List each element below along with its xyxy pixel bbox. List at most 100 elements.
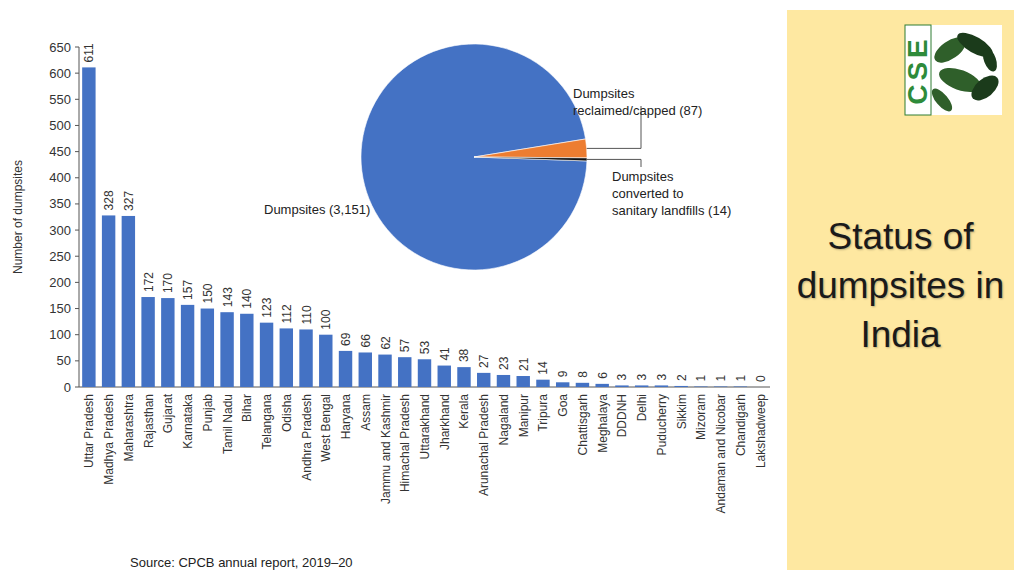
- pie-slice: [474, 157, 587, 161]
- title: Status of dumpsites in India: [787, 212, 1014, 359]
- data-label: 6: [596, 372, 610, 379]
- y-tick: [75, 125, 79, 126]
- pie-label: Dumpsitesconverted tosanitary landfills …: [612, 169, 731, 218]
- data-label: 1: [694, 374, 708, 381]
- x-tick-label: Jharkhand: [438, 394, 452, 450]
- y-tick: [75, 308, 79, 309]
- source: Source: CPCB annual report, 2019–20: [130, 555, 353, 570]
- y-tick-label: 350: [49, 196, 71, 211]
- bar: [378, 355, 391, 387]
- bar: [398, 357, 411, 387]
- x-tick-label: Andhra Pradesh: [300, 394, 314, 481]
- x-tick-label: Bihar: [240, 394, 254, 422]
- y-tick-label: 50: [57, 353, 71, 368]
- data-label: 328: [102, 190, 116, 210]
- data-label: 123: [260, 297, 274, 317]
- bar: [161, 298, 174, 387]
- data-label: 172: [142, 272, 156, 292]
- data-label: 0: [754, 375, 768, 382]
- pie: [361, 44, 587, 270]
- bar: [240, 314, 253, 387]
- x-tick-label: Andaman and Nicobar: [714, 394, 728, 513]
- x-tick-label: Madhya Pradesh: [102, 394, 116, 485]
- pie-label: Dumpsites reclaimed/capped (87): [573, 86, 702, 118]
- y-tick: [75, 282, 79, 283]
- y-tick-label: 550: [49, 92, 71, 107]
- x-tick-label: Assam: [359, 394, 373, 431]
- bar: [556, 382, 569, 387]
- y-tick-label: 600: [49, 66, 71, 81]
- data-label: 157: [181, 280, 195, 300]
- x-tick-label: Maharashtra: [122, 394, 136, 462]
- x-tick-label: DDDNH: [615, 394, 629, 437]
- y-tick-label: 650: [49, 40, 71, 55]
- bar: [280, 328, 293, 387]
- pie-label: Dumpsites (3,151): [264, 202, 370, 217]
- data-label: 140: [240, 288, 254, 308]
- y-tick-label: 450: [49, 144, 71, 159]
- data-label: 21: [517, 357, 531, 371]
- bar: [753, 387, 766, 388]
- data-label: 23: [497, 356, 511, 370]
- x-tick-label: Chattisgarh: [576, 394, 590, 455]
- bar: [82, 67, 95, 387]
- bar: [201, 309, 214, 387]
- y-tick-label: 200: [49, 275, 71, 290]
- y-tick-label: 250: [49, 249, 71, 264]
- bar: [260, 323, 273, 387]
- pie-label-line: Dumpsites: [612, 169, 674, 184]
- bar: [655, 385, 668, 387]
- x-tick-label: Himachal Pradesh: [398, 394, 412, 492]
- x-tick-label: Telangana: [260, 394, 274, 450]
- data-label: 1: [714, 374, 728, 381]
- pie-label-line: Dumpsites: [573, 86, 635, 101]
- x-tick-label: Sikkim: [675, 394, 689, 429]
- logo: CSE: [902, 25, 1003, 115]
- data-label: 38: [457, 348, 471, 362]
- data-label: 62: [379, 336, 393, 350]
- data-label: 3: [635, 373, 649, 380]
- y-tick: [75, 256, 79, 257]
- data-label: 69: [339, 332, 353, 346]
- data-label: 66: [359, 334, 373, 348]
- data-label: 611: [82, 43, 96, 62]
- logo-leaf: [967, 71, 1003, 105]
- y-tick: [75, 334, 79, 335]
- data-label: 57: [398, 339, 412, 353]
- pie-label-line: Dumpsites (3,151): [264, 202, 370, 217]
- callout-line: [587, 159, 641, 167]
- x-tick-label: Karnataka: [181, 394, 195, 449]
- y-tick-label: 400: [49, 170, 71, 185]
- logo-leaf: [980, 47, 999, 74]
- x-tick-label: Nagaland: [497, 394, 511, 445]
- y-tick: [75, 203, 79, 204]
- y-tick-label: 150: [49, 301, 71, 316]
- pie-label-line: reclaimed/capped (87): [573, 103, 702, 118]
- x-tick-label: Delhi: [635, 394, 649, 421]
- data-label: 3: [615, 373, 629, 380]
- data-label: 112: [280, 304, 294, 323]
- x-tick-label: Manipur: [517, 394, 531, 437]
- y-tick: [75, 387, 79, 388]
- x-tick-label: Kerala: [457, 394, 471, 429]
- data-label: 14: [536, 361, 550, 375]
- x-tick-label: Haryana: [339, 394, 353, 440]
- x-tick-label: Gujarat: [161, 393, 175, 433]
- bar: [536, 380, 549, 387]
- x-tick-label: Uttarakhand: [418, 394, 432, 459]
- bar: [517, 376, 530, 387]
- bar: [615, 385, 628, 387]
- bar: [457, 367, 470, 387]
- data-label: 2: [675, 374, 689, 381]
- data-label: 143: [221, 287, 235, 307]
- x-tick-label: Puducherry: [655, 394, 669, 455]
- x-tick-label: Uttar Pradesh: [82, 394, 96, 468]
- bar: [102, 215, 115, 387]
- pie-label-line: converted to: [612, 186, 684, 201]
- bar: [714, 386, 727, 387]
- bar: [181, 305, 194, 387]
- data-label: 150: [201, 283, 215, 303]
- x-tick-label: Arunachal Pradesh: [477, 394, 491, 496]
- data-label: 1: [734, 374, 748, 381]
- y-tick: [75, 99, 79, 100]
